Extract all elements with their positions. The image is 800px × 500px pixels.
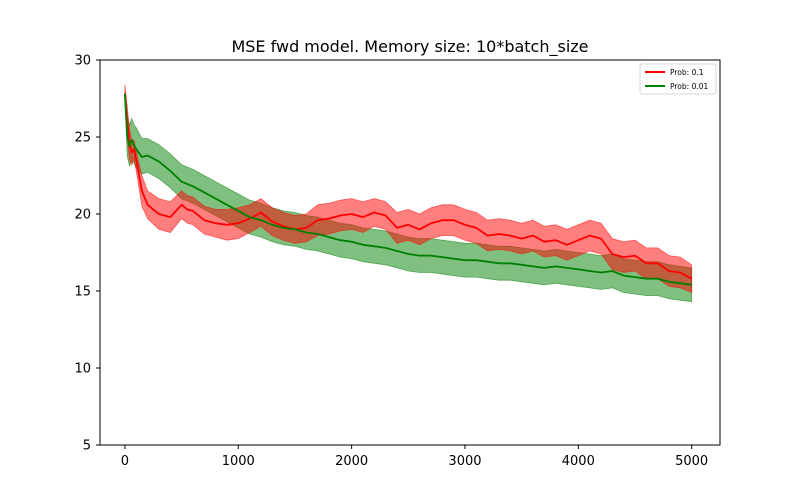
- legend-label-2: Prob: 0.01: [670, 82, 708, 91]
- x-tick-label: 3000: [448, 454, 481, 469]
- series-band-2: [124, 92, 693, 303]
- legend-label-1: Prob: 0.1: [670, 68, 704, 77]
- x-axis: 0 1000 2000 3000 4000 5000: [121, 445, 708, 469]
- y-tick-label: 5: [83, 439, 91, 454]
- axes-frame: [99, 59, 721, 446]
- y-tick-label: 25: [74, 131, 91, 146]
- y-tick-label: 15: [74, 285, 91, 300]
- x-tick-label: 0: [121, 454, 129, 469]
- series-line-1: [124, 93, 693, 280]
- x-tick-label: 5000: [675, 454, 708, 469]
- y-tick-label: 20: [74, 208, 91, 223]
- series-line-2: [124, 93, 692, 286]
- x-tick-label: 4000: [562, 454, 595, 469]
- y-tick-label: 30: [74, 54, 91, 69]
- y-axis: 5 10 15 20 25 30: [74, 54, 100, 454]
- x-tick-label: 2000: [335, 454, 368, 469]
- chart-title: MSE fwd model. Memory size: 10*batch_siz…: [231, 37, 588, 57]
- x-tick-label: 1000: [222, 454, 255, 469]
- legend: Prob: 0.1 Prob: 0.01: [639, 63, 717, 95]
- plot-area: [124, 84, 693, 303]
- y-tick-label: 10: [74, 362, 91, 377]
